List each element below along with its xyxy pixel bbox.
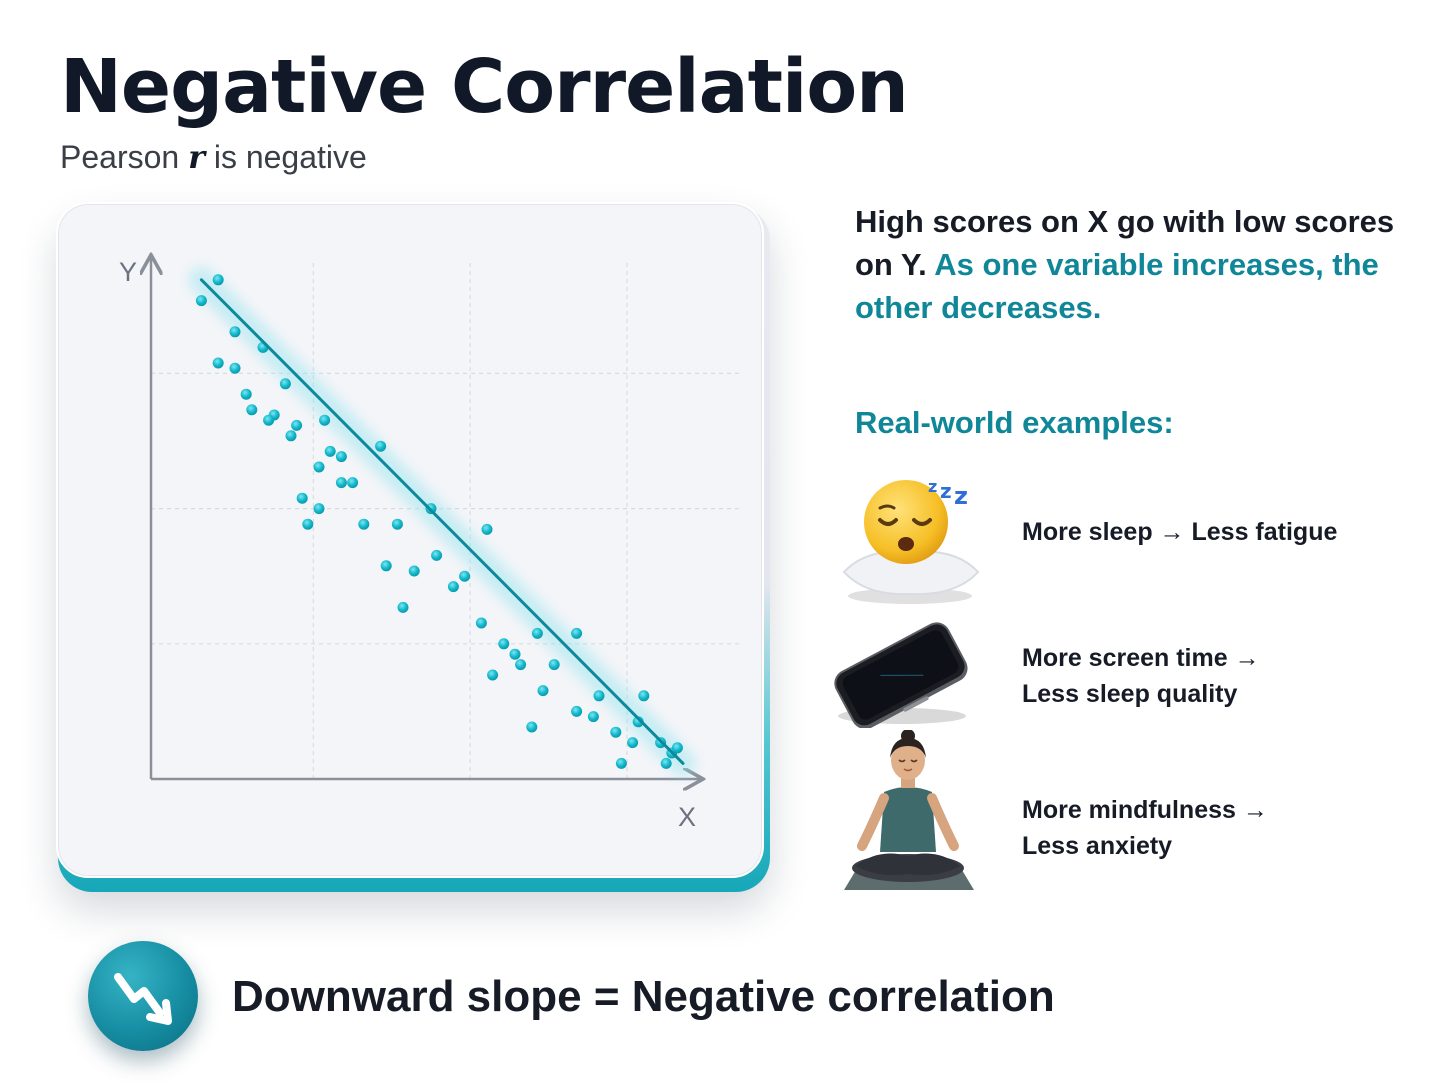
data-point (610, 726, 622, 738)
data-point (302, 518, 314, 530)
data-point (324, 445, 336, 457)
sleeping-face-on-pillow-icon: z z z (842, 477, 980, 604)
example-2-line-1: More screen time → (1022, 644, 1260, 672)
description-text: High scores on X go with low scores on Y… (855, 200, 1415, 329)
data-point (627, 737, 639, 749)
scatter-points (195, 274, 683, 769)
data-point (358, 518, 370, 530)
scatter-chart: Y X (119, 202, 739, 832)
data-point (397, 601, 409, 613)
example-3-line-2: Less anxiety (1022, 832, 1173, 860)
x-axis-label: X (678, 802, 696, 832)
y-axis-label: Y (119, 257, 137, 287)
example-3-line-1: More mindfulness → (1022, 796, 1268, 824)
data-point (571, 627, 583, 639)
svg-text:z: z (954, 482, 968, 510)
meditating-person-icon (844, 730, 974, 890)
data-point (375, 440, 387, 452)
page-subtitle: Pearson r is negative (60, 138, 367, 176)
chart-card (56, 202, 764, 878)
data-point (481, 523, 493, 535)
data-point (447, 581, 459, 593)
data-point (526, 721, 538, 733)
data-point (408, 565, 420, 577)
trendline (199, 278, 685, 765)
data-point (212, 274, 224, 286)
footer-badge (88, 941, 198, 1051)
subtitle-prefix: Pearson (60, 139, 189, 175)
data-point (279, 378, 291, 390)
data-point (531, 627, 543, 639)
data-point (380, 560, 392, 572)
data-point (459, 570, 471, 582)
data-point (246, 404, 258, 416)
data-point (212, 357, 224, 369)
data-point (240, 388, 252, 400)
example-1-text: More sleep → Less fatigue (1022, 514, 1337, 550)
data-point (671, 742, 683, 754)
data-point (391, 518, 403, 530)
data-point (347, 477, 359, 489)
data-point (587, 711, 599, 723)
data-point (296, 492, 308, 504)
description-plain: High scores on X go with low scores on Y… (855, 204, 1395, 282)
data-point (313, 461, 325, 473)
data-point (335, 477, 347, 489)
data-point (615, 757, 627, 769)
chart-grid (151, 259, 739, 779)
data-point (487, 669, 499, 681)
description-highlight: As one variable increases, the other dec… (855, 247, 1379, 325)
trendline-group (199, 278, 685, 765)
data-point (263, 414, 275, 426)
data-point (593, 690, 605, 702)
examples-heading: Real-world examples: (855, 405, 1174, 440)
example-3-text: More mindfulness → Less anxiety (1022, 792, 1268, 864)
data-point (537, 685, 549, 697)
data-point (313, 503, 325, 515)
example-2-text: More screen time → Less sleep quality (1022, 640, 1260, 712)
data-point (498, 638, 510, 650)
example-2-line-2: Less sleep quality (1022, 680, 1238, 708)
pearson-r-symbol: r (188, 138, 205, 176)
data-point (515, 659, 527, 671)
downward-trend-arrow-icon (114, 973, 172, 1025)
footer-text: Downward slope = Negative correlation (232, 972, 1055, 1021)
data-point (475, 617, 487, 629)
data-point (319, 414, 331, 426)
data-point (229, 326, 241, 338)
data-point (548, 659, 560, 671)
page-title: Negative Correlation (60, 44, 909, 130)
example-1-line-1: More sleep → Less fatigue (1022, 518, 1338, 546)
svg-text:z: z (940, 479, 952, 503)
data-point (660, 757, 672, 769)
data-point (335, 451, 347, 463)
data-point (195, 295, 207, 307)
data-point (638, 690, 650, 702)
data-point (571, 705, 583, 717)
subtitle-suffix: is negative (204, 139, 367, 175)
data-point (431, 549, 443, 561)
smartphone-icon (834, 622, 968, 728)
data-point (509, 648, 521, 660)
svg-text:z: z (928, 477, 937, 496)
data-point (285, 430, 297, 442)
data-point (229, 362, 241, 374)
data-point (291, 419, 303, 431)
